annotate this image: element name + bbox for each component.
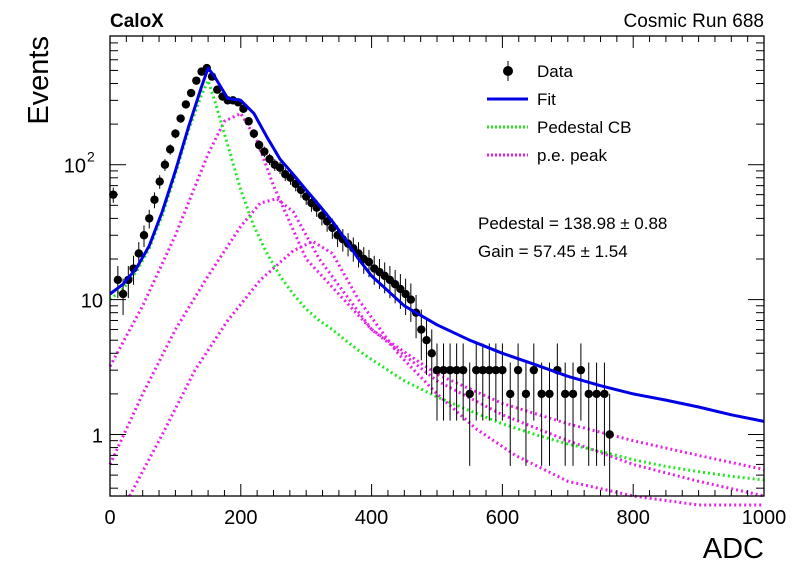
x-axis-label: ADC [703, 533, 764, 565]
x-tick-label: 800 [617, 507, 650, 529]
data-point [260, 147, 269, 156]
data-point [171, 129, 180, 138]
y-tick-label: 1 [92, 425, 103, 447]
data-point [478, 365, 487, 375]
data-point [213, 85, 222, 94]
data-point [545, 389, 554, 399]
data-point [145, 214, 154, 223]
data-point [506, 389, 515, 399]
gain-result: Gain = 57.45 ± 1.54 [478, 242, 628, 261]
data-point [134, 249, 143, 258]
data-point [181, 100, 191, 109]
x-tick-label: 1000 [742, 507, 787, 529]
x-tick-label: 200 [224, 507, 257, 529]
data-point [176, 114, 185, 123]
data-point [592, 389, 601, 399]
data-point [452, 365, 461, 375]
experiment-label: CaloX [110, 11, 164, 32]
fit-line [109, 66, 765, 423]
data-point [498, 365, 507, 375]
data-point [521, 389, 531, 399]
data-point [165, 145, 175, 154]
data-point [160, 160, 170, 169]
legend-label-pe-peak: p.e. peak [537, 146, 607, 165]
pe-peak-line-3 [128, 239, 764, 507]
data-point [275, 163, 285, 172]
data-point [537, 389, 546, 399]
data-point [491, 365, 501, 375]
data-point [568, 389, 578, 399]
data-point [560, 389, 570, 399]
data-point [600, 389, 609, 399]
data-point [465, 389, 474, 399]
plot-frame [109, 35, 765, 497]
data-point [364, 257, 374, 267]
y-axis-label: Events [23, 36, 55, 125]
data-point [155, 177, 164, 186]
pedestal-result: Pedestal = 138.98 ± 0.88 [478, 214, 667, 233]
data-point [396, 284, 405, 294]
legend-entry-pedestal-cb: Pedestal CB [487, 118, 632, 137]
run-label: Cosmic Run 688 [624, 11, 764, 32]
data-point [244, 117, 253, 126]
y-tick-exponent: 2 [87, 149, 95, 165]
x-tick-label: 0 [104, 507, 115, 529]
data-point [139, 231, 149, 240]
legend-entry-data: Data [503, 61, 573, 81]
legend-label-fit: Fit [537, 90, 556, 109]
data-point [439, 365, 448, 375]
fit-curve [109, 66, 765, 423]
legend-entry-fit: Fit [487, 90, 556, 109]
data-point [472, 365, 481, 375]
data-point [422, 336, 431, 345]
data-point [401, 289, 410, 299]
pe-peak-line-1 [108, 111, 765, 471]
data-point [254, 140, 264, 150]
data-point [417, 325, 426, 334]
data-point [427, 349, 436, 358]
data-point [113, 275, 123, 285]
x-tick-labels: 0 200 400 600 800 1000 [104, 507, 786, 529]
x-tick-label: 600 [486, 507, 519, 529]
legend-label-pedestal-cb: Pedestal CB [537, 118, 632, 137]
data-point [485, 365, 494, 375]
data-point [265, 154, 274, 164]
legend: Data Fit Pedestal CB p.e. peak [487, 61, 632, 165]
x-tick-label: 400 [355, 507, 388, 529]
data-point [513, 365, 523, 375]
pe-peak-curves [108, 111, 765, 507]
data-point [192, 76, 201, 85]
data-point [458, 365, 468, 375]
data-point [118, 289, 128, 299]
data-point [432, 365, 442, 375]
data-point [150, 195, 159, 204]
data-point [445, 365, 455, 375]
data-point [576, 365, 586, 375]
data-point [186, 88, 196, 98]
data-point [406, 295, 416, 304]
data-point [584, 389, 593, 399]
legend-entry-pe-peak: p.e. peak [487, 146, 607, 165]
data-point [605, 430, 614, 439]
data-point [249, 129, 259, 138]
axis-ticks [109, 35, 765, 496]
legend-label-data: Data [537, 62, 573, 81]
data-point [529, 365, 538, 375]
y-tick-label: 10 [81, 291, 103, 313]
y-tick-label: 10 [64, 156, 86, 178]
pe-peak-line-2 [108, 197, 765, 498]
